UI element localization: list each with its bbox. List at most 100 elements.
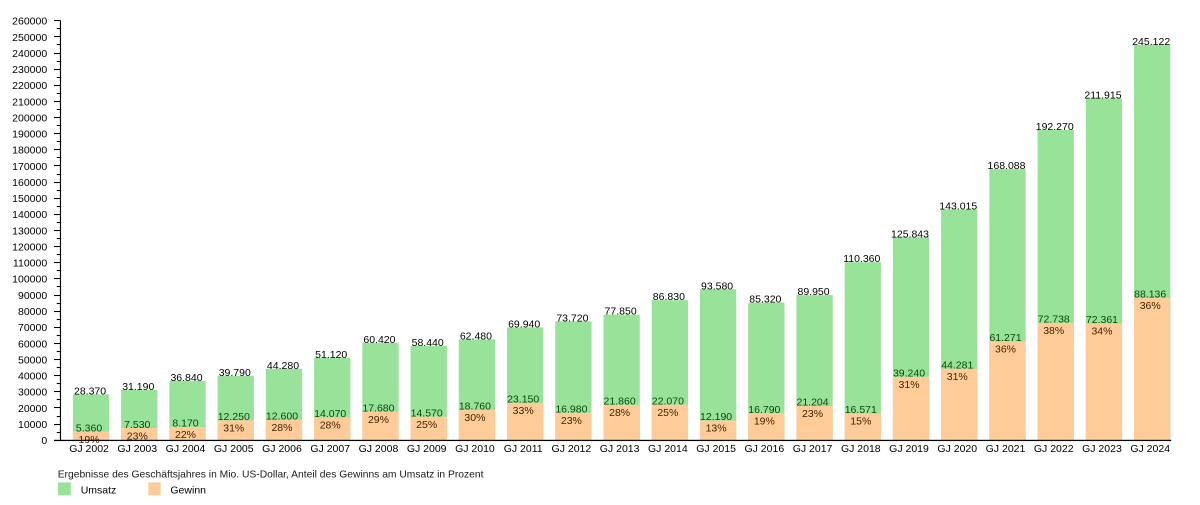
svg-text:36.840: 36.840 [170,372,202,384]
svg-text:60.420: 60.420 [363,334,395,346]
svg-text:29%: 29% [368,414,389,426]
svg-text:13%: 13% [706,423,727,435]
svg-text:38%: 38% [1043,325,1064,337]
svg-text:GJ 2008: GJ 2008 [359,443,399,455]
svg-text:GJ 2003: GJ 2003 [117,443,157,455]
svg-text:61.271: 61.271 [989,332,1021,344]
svg-text:28%: 28% [609,407,630,419]
svg-text:GJ 2023: GJ 2023 [1082,443,1122,455]
svg-text:30%: 30% [464,412,485,424]
svg-text:160000: 160000 [12,177,47,189]
svg-text:16.790: 16.790 [748,404,780,416]
svg-text:90000: 90000 [18,290,47,302]
svg-text:100000: 100000 [12,274,47,286]
svg-text:23%: 23% [561,415,582,427]
svg-text:80000: 80000 [18,306,47,318]
svg-text:19%: 19% [79,434,100,446]
svg-text:86.830: 86.830 [653,291,685,303]
svg-text:20000: 20000 [18,403,47,415]
svg-text:GJ 2019: GJ 2019 [889,443,929,455]
svg-text:GJ 2022: GJ 2022 [1034,443,1074,455]
svg-text:21.204: 21.204 [796,397,828,409]
svg-text:Gewinn: Gewinn [170,485,206,497]
svg-text:190000: 190000 [12,129,47,141]
svg-text:150000: 150000 [12,193,47,205]
svg-text:GJ 2012: GJ 2012 [552,443,592,455]
svg-text:200000: 200000 [12,112,47,124]
svg-text:GJ 2011: GJ 2011 [504,443,543,455]
svg-text:62.480: 62.480 [460,330,492,342]
svg-text:73.720: 73.720 [556,312,588,324]
svg-text:GJ 2021: GJ 2021 [986,443,1026,455]
svg-text:25%: 25% [657,407,678,419]
svg-text:245.122: 245.122 [1132,36,1170,48]
svg-text:140000: 140000 [12,209,47,221]
svg-text:125.843: 125.843 [891,228,929,240]
svg-text:58.440: 58.440 [412,337,444,349]
svg-text:GJ 2007: GJ 2007 [310,443,350,455]
svg-text:72.738: 72.738 [1038,314,1070,326]
svg-text:88.136: 88.136 [1134,289,1166,301]
svg-text:12.600: 12.600 [266,411,298,423]
svg-text:72.361: 72.361 [1086,314,1118,326]
svg-text:14.070: 14.070 [314,408,346,420]
svg-text:33%: 33% [513,405,534,417]
svg-text:28%: 28% [320,420,341,432]
svg-text:19%: 19% [754,415,775,427]
svg-text:34%: 34% [1091,326,1112,338]
svg-text:60000: 60000 [18,338,47,350]
svg-text:31.190: 31.190 [122,381,154,393]
svg-text:31%: 31% [899,379,920,391]
svg-text:23%: 23% [802,408,823,420]
svg-text:220000: 220000 [12,80,47,92]
svg-text:Ergebnisse des Geschäftsjahres: Ergebnisse des Geschäftsjahres in Mio. U… [58,469,484,480]
svg-text:70000: 70000 [18,322,47,334]
svg-text:36%: 36% [995,344,1016,356]
svg-text:143.015: 143.015 [939,201,977,213]
svg-text:22%: 22% [175,429,196,441]
svg-text:36%: 36% [1140,300,1161,312]
svg-text:110.360: 110.360 [843,253,880,265]
svg-text:23%: 23% [127,430,148,442]
svg-text:22.070: 22.070 [652,395,684,407]
svg-text:GJ 2024: GJ 2024 [1130,443,1170,455]
svg-text:31%: 31% [223,423,244,435]
svg-text:18.760: 18.760 [459,401,491,413]
svg-text:GJ 2010: GJ 2010 [455,443,495,455]
svg-text:GJ 2004: GJ 2004 [166,443,206,455]
svg-text:130000: 130000 [12,225,47,237]
svg-text:51.120: 51.120 [315,349,347,361]
svg-text:250000: 250000 [12,32,47,44]
svg-text:12.190: 12.190 [700,411,732,423]
svg-text:16.571: 16.571 [845,404,877,416]
svg-text:50000: 50000 [18,354,47,366]
svg-text:21.860: 21.860 [604,396,636,408]
svg-text:230000: 230000 [12,64,47,76]
svg-text:23.150: 23.150 [507,394,539,406]
svg-text:85.320: 85.320 [749,294,781,306]
svg-text:GJ 2020: GJ 2020 [937,443,977,455]
svg-text:110000: 110000 [13,258,47,270]
svg-text:168.088: 168.088 [988,160,1026,172]
svg-text:170000: 170000 [12,161,47,173]
svg-text:240000: 240000 [12,48,47,60]
svg-text:Umsatz: Umsatz [81,485,117,497]
svg-text:211.915: 211.915 [1084,89,1121,101]
svg-text:14.570: 14.570 [411,407,443,419]
svg-text:GJ 2016: GJ 2016 [744,443,784,455]
svg-text:180000: 180000 [12,145,47,157]
svg-text:10000: 10000 [18,419,47,431]
svg-text:25%: 25% [416,419,437,431]
svg-text:GJ 2015: GJ 2015 [696,443,736,455]
svg-text:260000: 260000 [12,16,47,28]
svg-text:69.940: 69.940 [508,318,540,330]
svg-text:0: 0 [41,435,47,447]
svg-text:93.580: 93.580 [701,280,733,292]
svg-text:192.270: 192.270 [1036,121,1074,133]
svg-text:7.530: 7.530 [124,419,150,431]
svg-text:GJ 2009: GJ 2009 [407,443,447,455]
svg-text:39.240: 39.240 [893,368,925,380]
svg-text:15%: 15% [850,416,871,428]
svg-text:16.980: 16.980 [555,404,587,416]
svg-text:GJ 2017: GJ 2017 [793,443,833,455]
